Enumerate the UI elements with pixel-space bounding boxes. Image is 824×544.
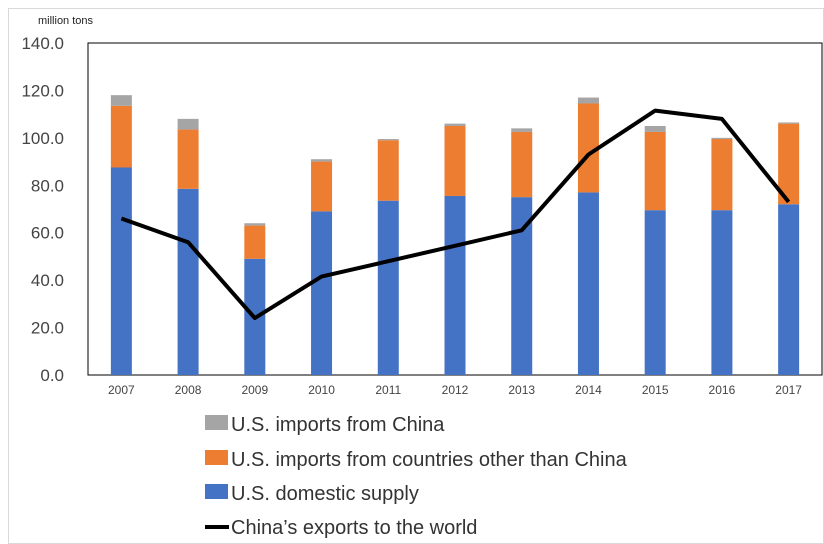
bar-imports-other-countries (244, 225, 266, 259)
bar-imports-other-countries (311, 161, 333, 212)
bar-imports-other-countries (511, 131, 533, 198)
bar-domestic-supply (377, 200, 399, 375)
bar-domestic-supply (511, 197, 533, 375)
bar-imports-china (644, 126, 666, 132)
x-tick-label: 2016 (709, 383, 736, 397)
legend-swatch (205, 484, 228, 499)
x-tick-label: 2007 (108, 383, 135, 397)
legend-swatch (205, 450, 228, 465)
bar-domestic-supply (311, 211, 333, 375)
bar-imports-china (377, 139, 399, 141)
bar-domestic-supply (644, 210, 666, 375)
bar-domestic-supply (711, 210, 733, 375)
y-tick-label: 40.0 (31, 271, 64, 290)
bar-domestic-supply (110, 167, 132, 375)
bar-imports-china (311, 159, 333, 162)
bar-imports-other-countries (644, 131, 666, 211)
legend-label: U.S. imports from countries other than C… (231, 449, 628, 471)
legend: U.S. imports from China U.S. imports from… (205, 414, 628, 539)
x-tick-label: 2012 (442, 383, 469, 397)
x-tick-label: 2011 (375, 383, 401, 397)
bar-imports-china (177, 118, 199, 130)
x-tick-label: 2015 (642, 383, 669, 397)
bar-imports-china (444, 123, 466, 126)
bar-imports-other-countries (110, 105, 132, 168)
bar-imports-other-countries (377, 140, 399, 201)
bar-domestic-supply (778, 204, 800, 375)
y-tick-label: 0.0 (40, 366, 64, 385)
x-tick-label: 2014 (575, 383, 602, 397)
x-tick-label: 2009 (241, 383, 268, 397)
x-tick-label: 2017 (775, 383, 802, 397)
legend-label: China’s exports to the world (231, 517, 477, 539)
bar-domestic-supply (444, 195, 466, 375)
y-tick-label: 20.0 (31, 319, 64, 338)
x-tick-label: 2010 (308, 383, 335, 397)
line-china-exports (120, 108, 791, 321)
x-tick-label: 2013 (508, 383, 535, 397)
bar-domestic-supply (577, 192, 599, 375)
legend-label: U.S. imports from China (231, 414, 445, 436)
bar-domestic-supply (177, 188, 199, 375)
y-tick-label: 140.0 (21, 34, 64, 53)
y-tick-label: 80.0 (31, 176, 64, 195)
bar-imports-china (577, 97, 599, 104)
bar-imports-other-countries (444, 126, 466, 196)
y-tick-label: 60.0 (31, 224, 64, 243)
bar-imports-other-countries (577, 103, 599, 193)
bar-imports-other-countries (177, 129, 199, 189)
bar-imports-other-countries (778, 123, 800, 205)
y-unit-label: million tons (38, 15, 94, 27)
bar-imports-china (711, 137, 733, 140)
bar-imports-other-countries (711, 139, 733, 211)
bar-imports-china (110, 95, 132, 106)
plot-area: 0.0 20.0 40.0 60.0 80.0 100.0 120.0 140.0 2007 20… (21, 34, 823, 397)
bar-imports-china (511, 128, 533, 132)
y-tick-label: 120.0 (21, 81, 64, 100)
y-tick-label: 100.0 (21, 129, 64, 148)
bar-imports-china (778, 122, 800, 124)
legend-swatch (205, 415, 228, 430)
x-tick-label: 2008 (175, 383, 202, 397)
bar-imports-china (244, 223, 266, 226)
legend-label: U.S. domestic supply (231, 483, 419, 505)
